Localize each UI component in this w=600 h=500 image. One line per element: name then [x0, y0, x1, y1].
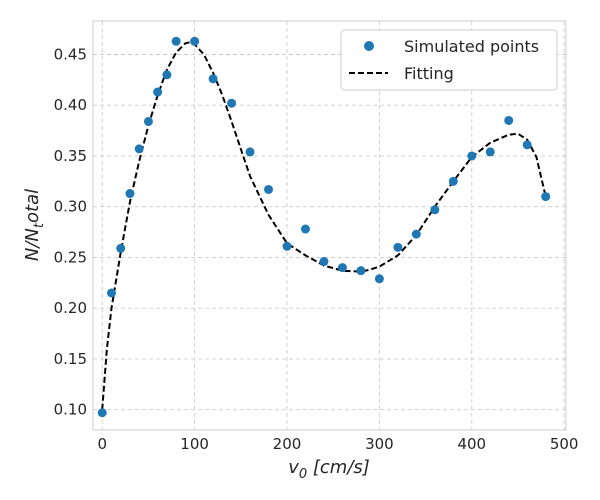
data-point — [504, 115, 514, 125]
x-tick-label: 200 — [273, 435, 302, 453]
x-tick-label: 0 — [97, 435, 107, 453]
data-point — [300, 224, 310, 234]
data-point — [393, 242, 403, 252]
y-tick-label: 0.35 — [54, 147, 87, 165]
y-axis-label: N/Ntotal — [22, 189, 47, 261]
data-point — [264, 184, 274, 194]
data-point — [125, 189, 135, 199]
legend-box — [340, 29, 558, 91]
legend-label-fitting: Fitting — [404, 64, 454, 83]
x-tick-label: 400 — [457, 435, 486, 453]
tick-layer: 0 100 200 300 400 500 0.10 0.15 0.20 0.25 0.30 0.35… — [54, 45, 579, 453]
data-point — [282, 241, 292, 251]
data-point — [522, 140, 532, 150]
plot-frame — [92, 20, 567, 431]
series-layer — [97, 36, 551, 418]
data-point — [134, 144, 144, 154]
data-point — [227, 98, 237, 108]
x-tick-label: 100 — [180, 435, 209, 453]
legend-label-simulated: Simulated points — [404, 37, 539, 56]
data-point — [143, 116, 153, 126]
y-tick-label: 0.45 — [54, 45, 87, 63]
y-tick-label: 0.30 — [54, 198, 87, 216]
data-point — [356, 266, 366, 276]
data-point — [319, 257, 329, 267]
data-point — [485, 147, 495, 157]
x-axis-label: v0 [cm/s] — [288, 457, 370, 482]
data-point — [245, 147, 255, 157]
data-point — [411, 229, 421, 239]
data-point — [337, 263, 347, 273]
data-point — [467, 151, 477, 161]
data-point — [374, 274, 384, 284]
data-point — [208, 74, 218, 84]
legend-marker-simulated — [364, 41, 374, 51]
data-point — [162, 70, 172, 80]
data-point — [106, 288, 116, 298]
y-tick-label: 0.40 — [54, 96, 87, 114]
data-point — [116, 243, 126, 253]
y-tick-label: 0.15 — [54, 350, 87, 368]
y-tick-label: 0.10 — [54, 401, 87, 419]
data-point — [171, 36, 181, 46]
data-point — [541, 192, 551, 202]
data-point — [153, 87, 163, 97]
data-point — [430, 205, 440, 215]
data-point — [448, 176, 458, 186]
x-tick-label: 300 — [365, 435, 394, 453]
data-point — [190, 36, 200, 46]
y-tick-label: 0.20 — [54, 299, 87, 317]
legend: Simulated points Fitting — [340, 29, 558, 91]
data-point — [97, 408, 107, 418]
x-tick-label: 500 — [550, 435, 579, 453]
y-tick-label: 0.25 — [54, 248, 87, 266]
